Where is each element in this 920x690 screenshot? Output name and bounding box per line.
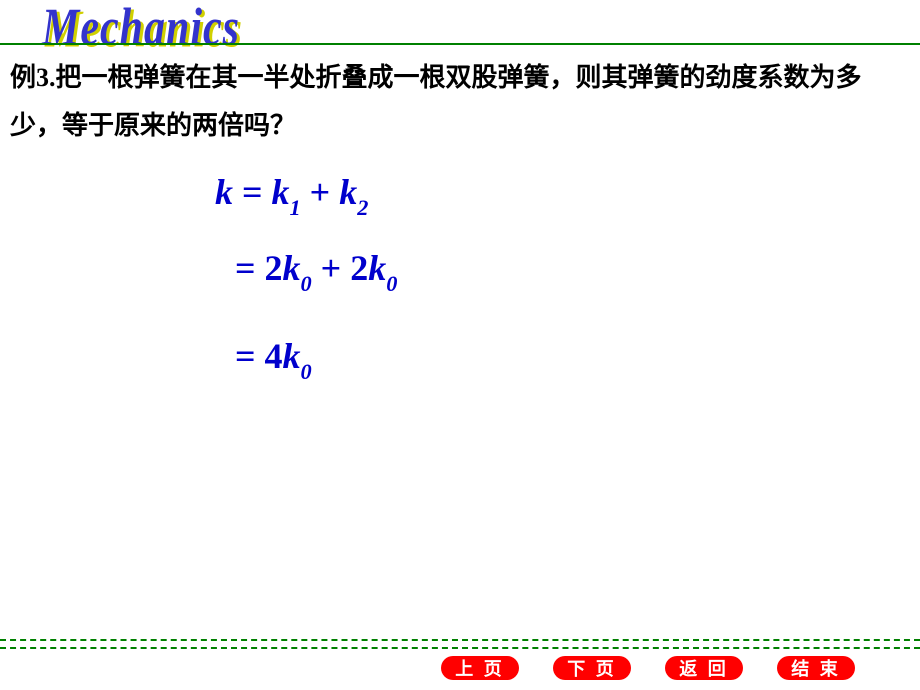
var-k0: k bbox=[283, 336, 301, 376]
sub-1: 1 bbox=[290, 195, 301, 220]
coef-2b: 2 bbox=[350, 248, 368, 288]
var-k0b: k bbox=[368, 248, 386, 288]
title-wordart: Mechanics bbox=[42, 0, 240, 58]
var-k0a: k bbox=[283, 248, 301, 288]
nav-bar: 上 页 下 页 返 回 结 束 bbox=[441, 656, 855, 680]
coef-4: 4 bbox=[265, 336, 283, 376]
next-page-button[interactable]: 下 页 bbox=[553, 656, 631, 680]
end-button[interactable]: 结 束 bbox=[777, 656, 855, 680]
var-k1: k bbox=[272, 172, 290, 212]
sub-0a: 0 bbox=[301, 271, 312, 296]
top-border-line bbox=[0, 43, 920, 45]
prev-page-button[interactable]: 上 页 bbox=[441, 656, 519, 680]
bottom-dashed-line-2 bbox=[0, 647, 920, 649]
op-eq: = bbox=[235, 248, 265, 288]
back-button[interactable]: 返 回 bbox=[665, 656, 743, 680]
var-k: k bbox=[215, 172, 233, 212]
question-text: 例3.把一根弹簧在其一半处折叠成一根双股弹簧，则其弹簧的劲度系数为多少，等于原来… bbox=[10, 54, 910, 150]
op-eq: = bbox=[235, 336, 265, 376]
op-eq: = bbox=[233, 172, 272, 212]
sub-0: 0 bbox=[301, 359, 312, 384]
bottom-dashed-line-1 bbox=[0, 639, 920, 641]
op-plus: + bbox=[301, 172, 340, 212]
equation-line-2: = 2k0 + 2k0 bbox=[235, 247, 397, 294]
coef-2a: 2 bbox=[265, 248, 283, 288]
sub-2: 2 bbox=[357, 195, 368, 220]
var-k2: k bbox=[339, 172, 357, 212]
sub-0b: 0 bbox=[386, 271, 397, 296]
equation-line-1: k = k1 + k2 bbox=[215, 171, 368, 218]
equation-line-3: = 4k0 bbox=[235, 335, 312, 382]
op-plus: + bbox=[312, 248, 351, 288]
